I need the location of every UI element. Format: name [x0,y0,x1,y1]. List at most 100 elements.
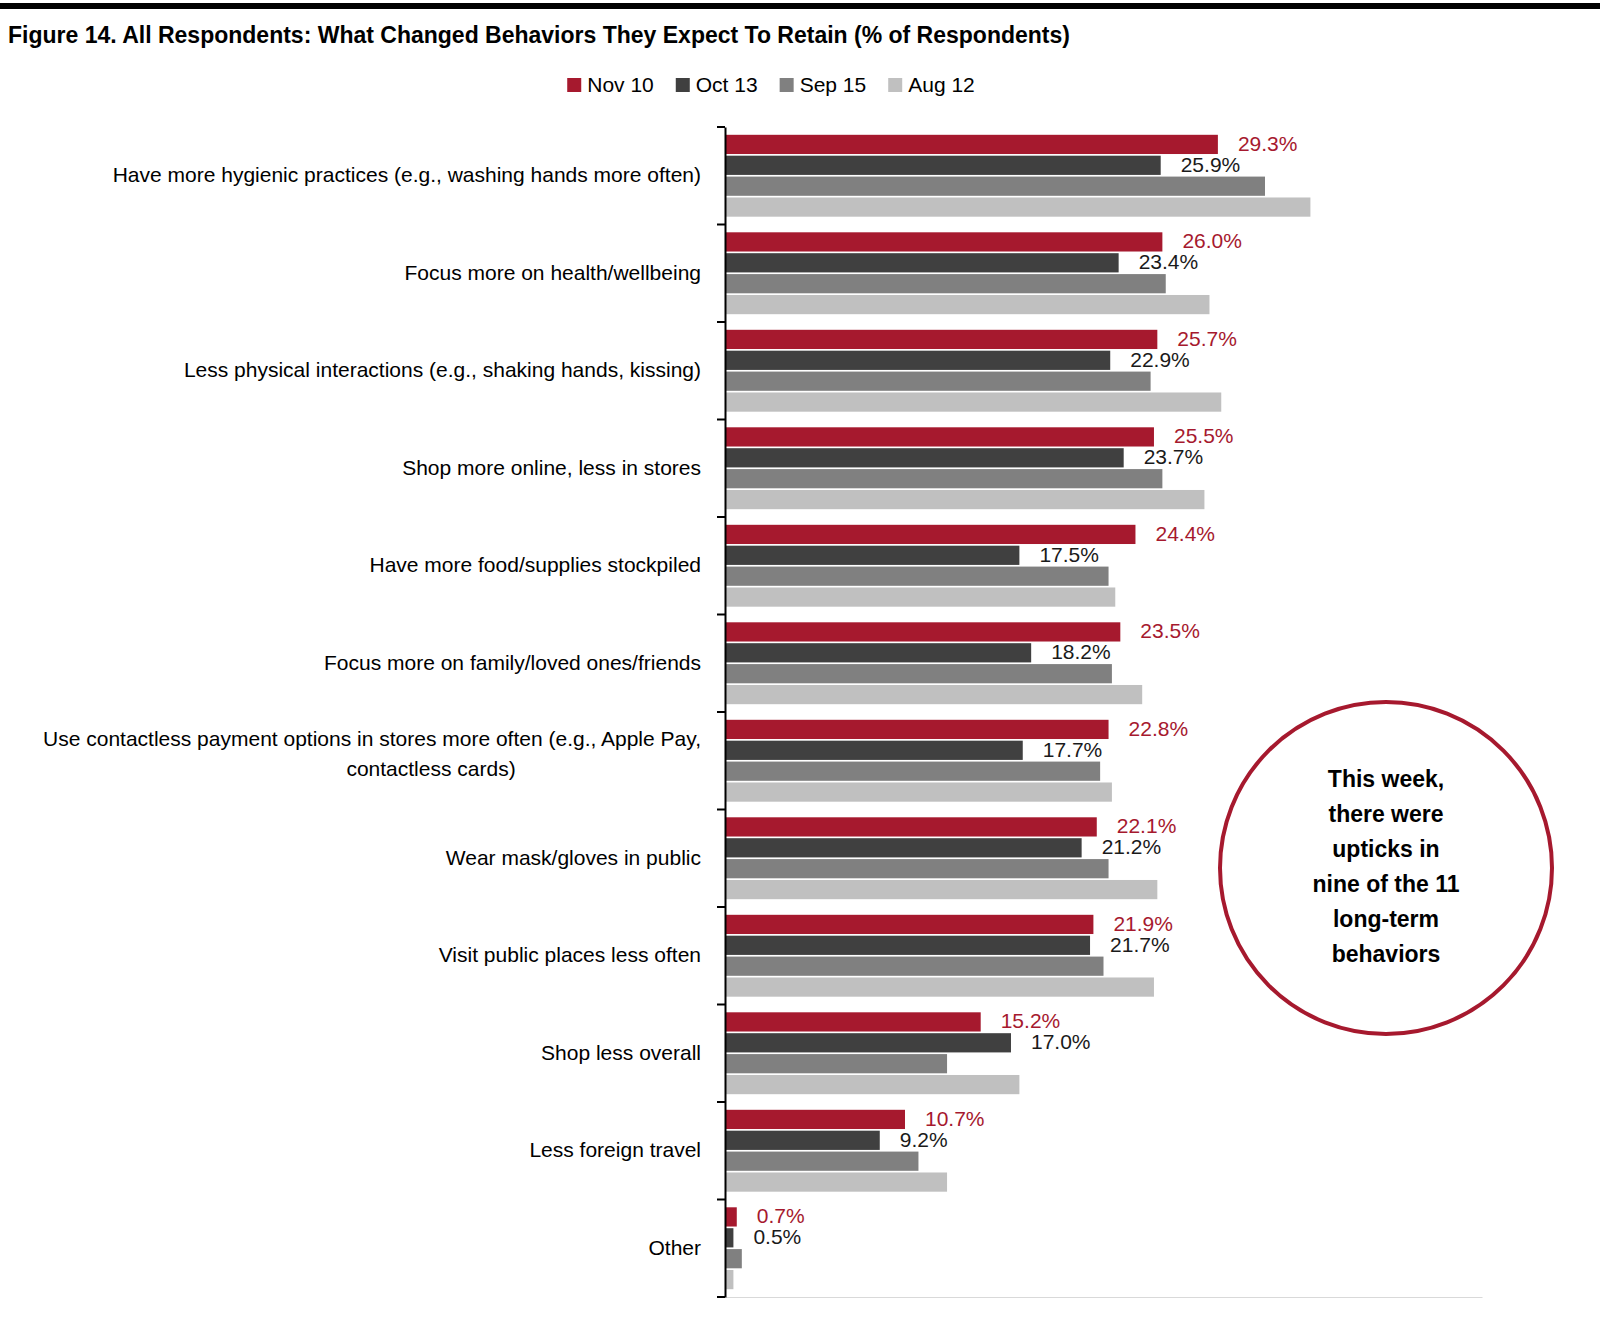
y-boundary-tick [717,1101,725,1103]
y-tick: Other [648,1236,725,1259]
y-tick-label: Less physical interactions (e.g., shakin… [184,358,701,381]
bar [725,177,1265,196]
data-label: 21.2% [1102,835,1162,858]
data-label: 22.1% [1117,814,1177,837]
bar [725,135,1218,154]
top-rule [0,3,1600,9]
bar [725,880,1157,899]
y-tick: Use contactless payment options in store… [43,727,725,780]
y-tick-label: Less foreign travel [529,1138,701,1161]
y-tick: Focus more on family/loved ones/friends [324,651,725,674]
bar [725,1172,947,1191]
data-label: 22.9% [1130,348,1190,371]
bar [725,977,1154,996]
y-boundary-tick [717,419,725,421]
legend: Nov 10 Oct 13 Sep 15 Aug 12 [567,73,975,96]
y-tick-label: Shop less overall [541,1041,701,1064]
x-axis-line [726,1297,1483,1298]
bar [725,427,1154,446]
y-tick: Less foreign travel [529,1138,725,1161]
bar [725,720,1109,739]
data-label: 0.7% [757,1204,805,1227]
y-boundary-tick [717,614,725,616]
data-label: 29.3% [1238,132,1298,155]
y-boundary-tick [717,126,725,128]
bar [725,274,1166,293]
bar [725,622,1120,641]
y-axis: Have more hygienic practices (e.g., wash… [43,128,725,1298]
y-boundaries [717,127,725,1297]
y-tick: Have more food/supplies stockpiled [369,553,725,576]
y-tick-label: Use contactless payment options in store… [43,727,701,780]
data-label: 26.0% [1182,229,1242,252]
data-label: 25.9% [1181,153,1241,176]
bar [725,1207,737,1226]
y-boundary-tick [717,809,725,811]
data-label: 23.4% [1139,250,1199,273]
y-tick: Focus more on health/wellbeing [404,261,725,284]
bar [725,782,1112,801]
bar [725,197,1310,216]
data-label: 21.7% [1110,933,1170,956]
legend-swatch [780,78,794,92]
bar [725,1131,880,1150]
bar [725,1110,905,1129]
x-axis [726,1297,1483,1298]
legend-label: Nov 10 [587,73,654,96]
y-tick-label: Have more food/supplies stockpiled [369,553,701,576]
y-tick-label: Focus more on health/wellbeing [404,261,701,284]
y-tick: Have more hygienic practices (e.g., wash… [113,163,725,186]
y-boundary-tick [717,1296,725,1298]
chart: Figure 14. All Respondents: What Changed… [0,0,1600,1342]
bar [725,490,1204,509]
y-tick: Shop less overall [541,1041,725,1064]
bar [725,664,1112,683]
data-label: 15.2% [1001,1009,1061,1032]
bar [725,351,1110,370]
bar [725,546,1019,565]
y-tick-label: Other [648,1236,701,1259]
bar [725,1152,918,1171]
bar [725,567,1109,586]
data-label: 10.7% [925,1107,985,1130]
data-label: 0.5% [753,1225,801,1248]
y-boundary-tick [717,906,725,908]
legend-item: Nov 10 [567,73,654,96]
y-tick-label: Visit public places less often [439,943,701,966]
annotation-circle [1220,702,1552,1034]
legend-label: Aug 12 [908,73,975,96]
y-tick: Visit public places less often [439,943,725,966]
bar [725,469,1162,488]
bar [725,1075,1019,1094]
data-label: 24.4% [1155,522,1215,545]
legend-item: Oct 13 [676,73,758,96]
bar [725,525,1135,544]
bar [725,232,1162,251]
bar [725,762,1100,781]
bar [725,295,1209,314]
bars [725,135,1310,1289]
bar [725,685,1142,704]
bar [725,1012,981,1031]
bar [725,448,1124,467]
y-boundary-tick [717,711,725,713]
annotation-text: upticks in [1332,836,1439,862]
bar [725,372,1151,391]
data-label: 17.5% [1039,543,1099,566]
data-label: 25.7% [1177,327,1237,350]
y-tick-label: Shop more online, less in stores [402,456,701,479]
legend-label: Oct 13 [696,73,758,96]
bar [725,330,1157,349]
y-tick: Wear mask/gloves in public [446,846,725,869]
bar [725,1249,742,1268]
y-tick-label: Focus more on family/loved ones/friends [324,651,701,674]
annotation-text: long-term [1333,906,1439,932]
y-boundary-tick [717,516,725,518]
legend-item: Sep 15 [780,73,867,96]
bar [725,915,1093,934]
y-tick-label: Have more hygienic practices (e.g., wash… [113,163,701,186]
bar [725,392,1221,411]
legend-swatch [676,78,690,92]
bar [725,859,1109,878]
annotation-text: there were [1328,801,1443,827]
